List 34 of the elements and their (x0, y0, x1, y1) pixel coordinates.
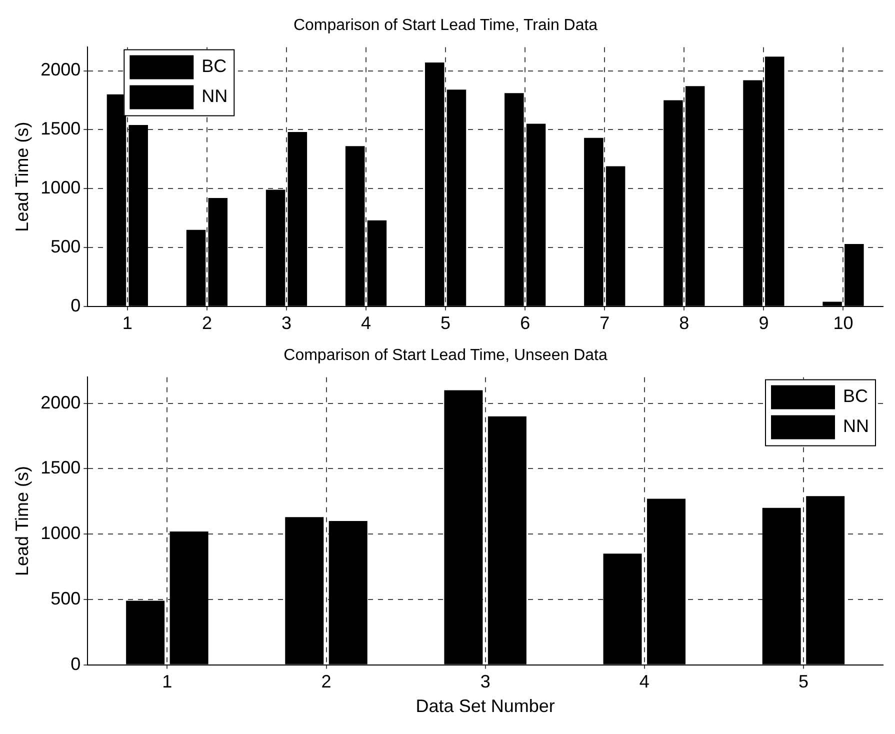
y-tick-label: 1500 (40, 458, 81, 478)
x-tick-label: 8 (679, 313, 690, 334)
legend-label: NN (202, 86, 228, 106)
x-tick-label: 10 (833, 313, 854, 334)
x-tick-label: 4 (361, 313, 372, 334)
x-tick-label: 5 (798, 672, 808, 692)
x-tick-label: 1 (122, 313, 132, 334)
legend-label: NN (843, 416, 869, 436)
x-tick-label: 6 (520, 313, 530, 334)
x-tick-label: 3 (480, 672, 490, 692)
x-axis-title: Data Set Number (416, 696, 555, 716)
x-tick-label: 2 (202, 313, 212, 334)
x-tick-label: 1 (162, 672, 172, 692)
x-tick-label: 2 (321, 672, 332, 692)
legend-label: BC (202, 56, 227, 76)
y-tick-label: 1000 (40, 523, 81, 544)
chart-title: Comparison of Start Lead Time, Unseen Data (284, 347, 608, 364)
x-tick-label: 9 (758, 313, 769, 334)
legend-label: BC (843, 386, 868, 406)
y-tick-label: 500 (50, 236, 81, 256)
y-axis-title: Lead Time (s) (12, 466, 32, 576)
chart-title: Comparison of Start Lead Time, Train Data (293, 17, 598, 34)
y-axis-title: Lead Time (s) (12, 122, 32, 232)
y-tick-label: 2000 (40, 392, 81, 412)
x-tick-label: 3 (281, 313, 292, 334)
x-tick-label: 5 (440, 313, 451, 334)
y-tick-label: 2000 (40, 60, 81, 80)
y-tick-label: 500 (50, 588, 81, 608)
y-tick-label: 1500 (40, 118, 81, 139)
y-tick-label: 1000 (40, 178, 81, 198)
y-tick-label: 0 (70, 654, 81, 674)
x-tick-label: 4 (639, 672, 650, 692)
x-tick-label: 7 (600, 313, 610, 334)
y-tick-label: 0 (70, 295, 81, 316)
